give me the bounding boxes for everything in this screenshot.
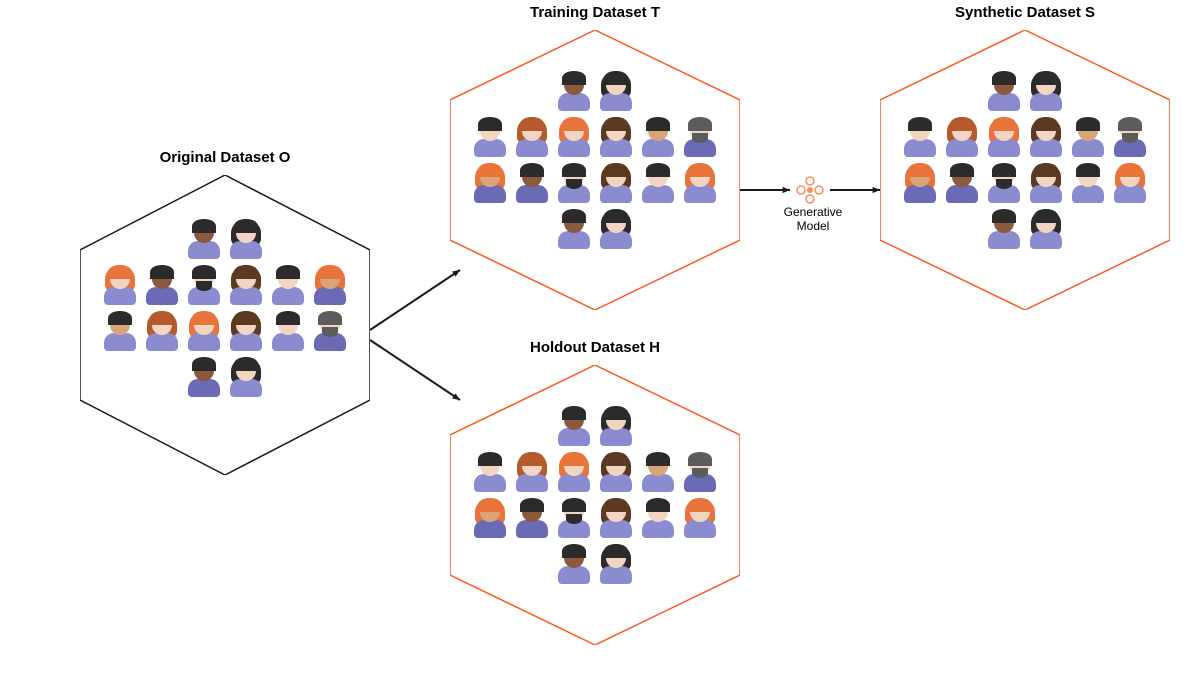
hex-training: [450, 30, 740, 310]
generative-model-label: Generative Model: [773, 205, 853, 233]
avatar-row: [472, 121, 718, 161]
avatar: [228, 223, 264, 263]
avatar-row: [102, 315, 348, 355]
arrow-gen-out: [818, 178, 892, 202]
avatar: [986, 121, 1022, 161]
avatar: [682, 502, 718, 542]
label-original: Original Dataset O: [95, 149, 355, 166]
avatar: [556, 167, 592, 207]
avatar: [102, 315, 138, 355]
avatar-row: [556, 410, 634, 450]
avatar: [1070, 167, 1106, 207]
avatar: [556, 456, 592, 496]
avatar-grid: [80, 223, 370, 401]
avatar: [986, 213, 1022, 253]
label-holdout: Holdout Dataset H: [465, 339, 725, 356]
hex-holdout: [450, 365, 740, 645]
avatar: [270, 315, 306, 355]
arrow-gen-in: [728, 178, 802, 202]
avatar-row: [472, 456, 718, 496]
avatar: [144, 269, 180, 309]
avatar-row: [902, 167, 1148, 207]
avatar-row: [556, 548, 634, 588]
avatar: [1112, 121, 1148, 161]
avatar: [186, 315, 222, 355]
hex-original: [80, 175, 370, 475]
avatar-row: [472, 167, 718, 207]
avatar: [144, 315, 180, 355]
avatar-row: [986, 213, 1064, 253]
avatar: [1028, 213, 1064, 253]
arrow-split-bottom: [358, 328, 472, 412]
avatar: [598, 410, 634, 450]
avatar: [682, 121, 718, 161]
avatar: [556, 410, 592, 450]
hex-synthetic: [880, 30, 1170, 310]
avatar-row: [472, 502, 718, 542]
avatar: [902, 121, 938, 161]
avatar: [270, 269, 306, 309]
avatar: [472, 456, 508, 496]
avatar: [312, 315, 348, 355]
avatar: [598, 213, 634, 253]
avatar: [1028, 121, 1064, 161]
avatar: [472, 167, 508, 207]
avatar: [598, 456, 634, 496]
avatar: [514, 121, 550, 161]
avatar-grid: [450, 75, 740, 253]
avatar: [556, 213, 592, 253]
avatar: [186, 361, 222, 401]
generative-model-icon: [795, 175, 825, 205]
avatar: [514, 456, 550, 496]
avatar: [228, 361, 264, 401]
avatar: [682, 167, 718, 207]
avatar: [944, 167, 980, 207]
avatar-row: [556, 213, 634, 253]
avatar-row: [986, 75, 1064, 115]
avatar-row: [186, 223, 264, 263]
avatar: [986, 167, 1022, 207]
avatar: [312, 269, 348, 309]
avatar: [598, 121, 634, 161]
avatar: [944, 121, 980, 161]
avatar: [472, 502, 508, 542]
avatar-grid: [450, 410, 740, 588]
avatar: [640, 121, 676, 161]
avatar: [1028, 75, 1064, 115]
avatar: [640, 167, 676, 207]
avatar: [514, 167, 550, 207]
label-synthetic: Synthetic Dataset S: [895, 4, 1155, 21]
avatar: [228, 315, 264, 355]
avatar: [598, 75, 634, 115]
avatar-grid: [880, 75, 1170, 253]
avatar: [102, 269, 138, 309]
avatar: [556, 75, 592, 115]
avatar: [598, 548, 634, 588]
avatar: [556, 502, 592, 542]
avatar: [228, 269, 264, 309]
avatar: [186, 223, 222, 263]
avatar: [514, 502, 550, 542]
label-training: Training Dataset T: [465, 4, 725, 21]
avatar: [598, 167, 634, 207]
avatar: [598, 502, 634, 542]
avatar: [1070, 121, 1106, 161]
avatar: [640, 456, 676, 496]
avatar-row: [186, 361, 264, 401]
avatar: [902, 167, 938, 207]
avatar: [682, 456, 718, 496]
avatar: [472, 121, 508, 161]
avatar: [1112, 167, 1148, 207]
avatar: [186, 269, 222, 309]
avatar-row: [902, 121, 1148, 161]
avatar: [986, 75, 1022, 115]
avatar-row: [102, 269, 348, 309]
avatar-row: [556, 75, 634, 115]
avatar: [1028, 167, 1064, 207]
avatar: [556, 548, 592, 588]
avatar: [640, 502, 676, 542]
avatar: [556, 121, 592, 161]
